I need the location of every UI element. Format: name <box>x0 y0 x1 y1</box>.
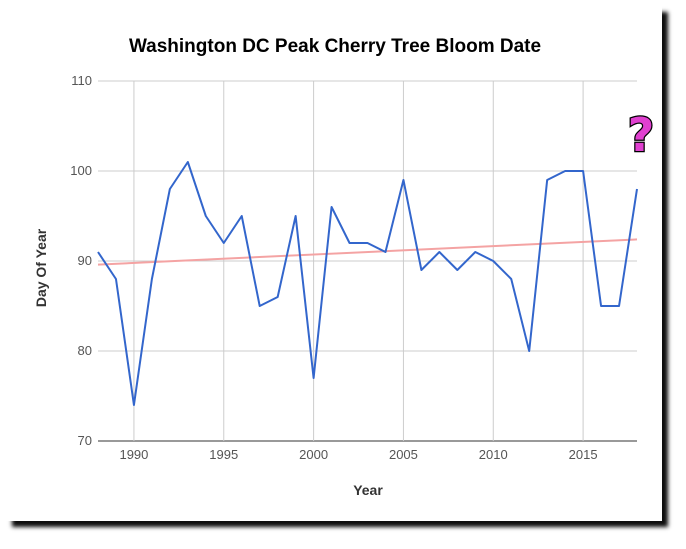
series-line <box>97 161 638 406</box>
x-axis-title: Year <box>353 482 383 498</box>
y-tick-label: 110 <box>71 73 92 88</box>
y-tick-label: 70 <box>78 433 92 448</box>
x-tick-label: 2015 <box>569 447 598 462</box>
x-axis-ticks: 1990 1995 2000 2005 2010 2015 <box>119 447 597 462</box>
x-tick-label: 2000 <box>299 447 328 462</box>
x-tick-label: 2010 <box>479 447 508 462</box>
x-tick-label: 1990 <box>119 447 148 462</box>
y-tick-label: 80 <box>78 343 92 358</box>
question-mark-annotation: ? <box>628 108 655 162</box>
y-tick-label: 90 <box>78 253 92 268</box>
y-axis-title: Day Of Year <box>33 228 49 307</box>
chart-title: Washington DC Peak Cherry Tree Bloom Dat… <box>129 36 541 57</box>
y-tick-label: 100 <box>70 163 92 178</box>
trend-line <box>97 238 638 266</box>
x-tick-label: 2005 <box>389 447 418 462</box>
y-axis-ticks: 70 80 90 100 110 <box>70 73 92 448</box>
x-tick-label: 1995 <box>209 447 238 462</box>
